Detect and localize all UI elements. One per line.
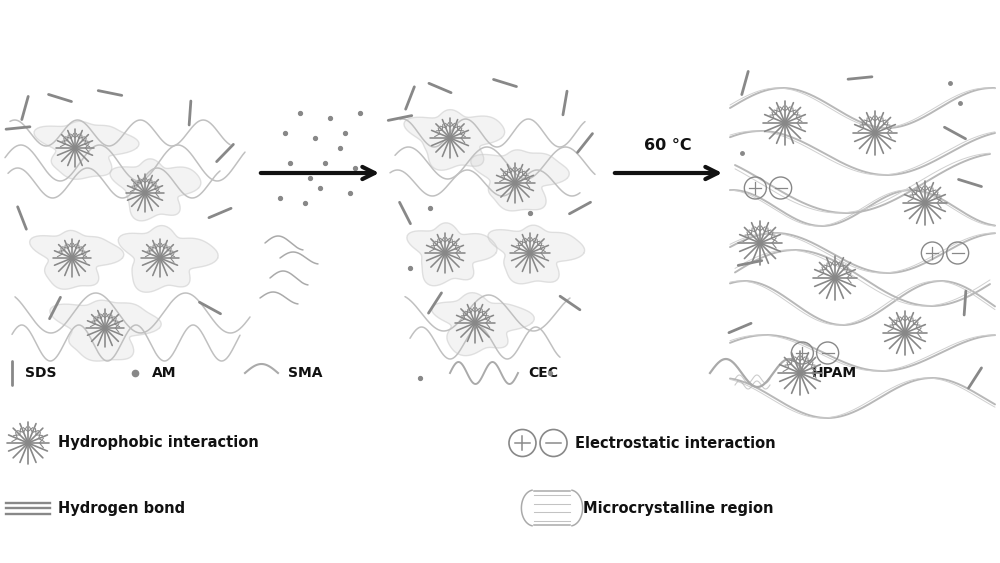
Polygon shape (50, 300, 161, 361)
Text: AM: AM (152, 366, 176, 380)
Text: Electrostatic interaction: Electrostatic interaction (575, 436, 776, 450)
Polygon shape (30, 230, 124, 289)
Text: Microcrystalline region: Microcrystalline region (583, 501, 774, 516)
Polygon shape (404, 110, 505, 170)
Text: HPAM: HPAM (812, 366, 857, 380)
Polygon shape (471, 150, 569, 211)
Text: Hydrophobic interaction: Hydrophobic interaction (58, 436, 259, 450)
Polygon shape (407, 223, 497, 286)
Text: 60 °C: 60 °C (644, 138, 692, 153)
Text: SDS: SDS (25, 366, 56, 380)
Polygon shape (110, 159, 201, 221)
Text: CEC: CEC (528, 366, 558, 380)
Polygon shape (118, 226, 218, 292)
Polygon shape (488, 225, 585, 284)
Text: SMA: SMA (288, 366, 322, 380)
Polygon shape (34, 121, 139, 179)
Polygon shape (432, 293, 534, 356)
Text: Hydrogen bond: Hydrogen bond (58, 501, 185, 516)
